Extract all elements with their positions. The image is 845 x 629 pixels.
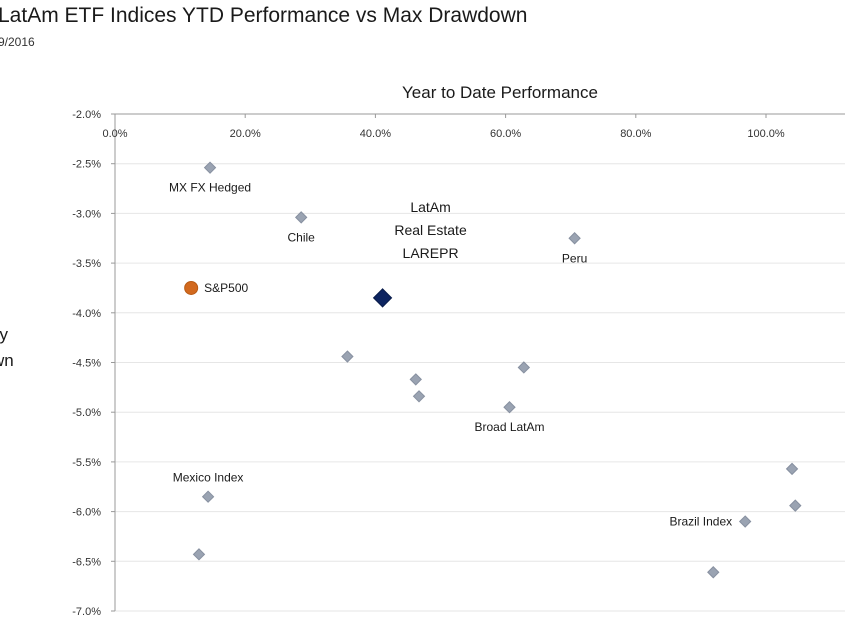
y-tick-label: -4.0%: [72, 308, 101, 320]
data-point: [341, 350, 354, 363]
y-tick-label: -6.5%: [72, 556, 101, 568]
point-chile: [294, 211, 308, 224]
x-tick-label: 60.0%: [490, 128, 521, 140]
point-s-p500: [184, 280, 199, 295]
data-point: [789, 499, 802, 512]
y-axis-label-fragment: ily wn: [0, 325, 14, 370]
x-tick-label: 80.0%: [620, 128, 651, 140]
chart-date: 9/2016: [0, 35, 35, 49]
point-brazil-index: [738, 515, 752, 528]
point-peru: [568, 232, 581, 245]
x-tick-label: 20.0%: [230, 128, 261, 140]
point-mx-fx-hedged-label: MX FX Hedged: [169, 181, 251, 195]
point-mexico-index: [201, 490, 215, 503]
y-tick-label: -5.0%: [72, 407, 101, 419]
point-broad-latam: [503, 401, 516, 414]
point-chile-label: Chile: [288, 230, 316, 244]
y-tick-label: -2.0%: [72, 109, 101, 121]
chart-title: LatAm ETF Indices YTD Performance vs Max…: [0, 4, 528, 27]
point-mx-fx-hedged: [203, 161, 217, 174]
y-tick-label: -3.0%: [72, 208, 101, 220]
point-peru-label: Peru: [562, 251, 587, 265]
data-point: [412, 390, 426, 403]
point-larepr-label: LatAm Real Estate LAREPR: [394, 199, 467, 261]
point-brazil-index-label: Brazil Index: [669, 515, 732, 529]
y-tick-label: -6.0%: [72, 507, 101, 519]
axes: -2.0% -2.5% -3.0% -3.5% -4.0% -4.5% -5.0% -5.5%…: [72, 109, 845, 618]
x-tick-label: 40.0%: [360, 128, 391, 140]
data-point: [785, 462, 799, 476]
y-tick-label: -3.5%: [72, 258, 101, 270]
x-tick-label: 0.0%: [102, 128, 127, 140]
gridlines: [115, 163, 845, 612]
x-tick-label: 100.0%: [747, 128, 785, 140]
point-broad-latam-label: Broad LatAm: [474, 420, 544, 434]
x-axis-label: Year to Date Performance: [402, 83, 598, 102]
y-tick-label: -2.5%: [72, 159, 101, 171]
data-point: [517, 361, 531, 374]
data-point: [707, 566, 720, 579]
point-mexico-index-label: Mexico Index: [173, 471, 244, 485]
y-tick-label: -5.5%: [72, 457, 101, 469]
point-s-p500-label: S&P500: [204, 281, 248, 295]
data-points: [184, 161, 802, 579]
data-point: [409, 373, 422, 386]
data-point: [192, 548, 206, 561]
y-tick-label: -4.5%: [72, 358, 101, 370]
point-larepr: [372, 288, 393, 308]
point-labels: MX FX Hedged Chile Peru S&P500 LatAm Real Est…: [169, 181, 732, 529]
y-tick-label: -7.0%: [72, 606, 101, 618]
